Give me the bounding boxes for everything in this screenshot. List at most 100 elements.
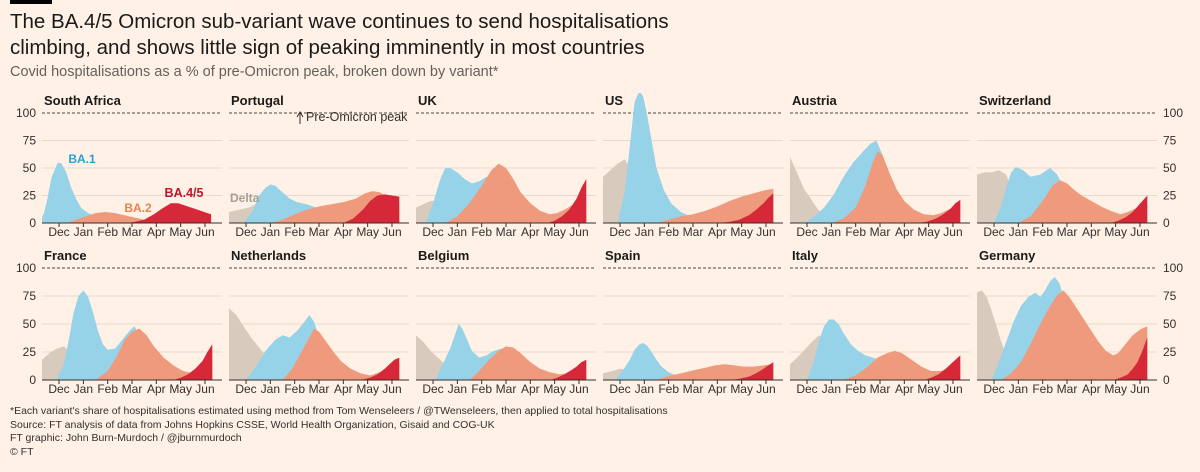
x-tick-label: Jun <box>569 225 588 239</box>
area-ba-2 <box>469 346 587 380</box>
y-tick-label: 100 <box>1163 261 1183 275</box>
x-tick-label: May <box>730 382 753 396</box>
annotation-ba-4-5: BA.4/5 <box>165 186 204 200</box>
panel-title: US <box>605 93 623 108</box>
x-tick-label: Jun <box>382 382 401 396</box>
annotation-ba-1: BA.1 <box>68 152 96 166</box>
panel-title: Netherlands <box>231 248 306 263</box>
x-tick-label: May <box>169 382 192 396</box>
y-tick-label: 75 <box>1163 134 1177 148</box>
panel-south-africa: Dec Jan Feb Mar Apr May Jun South Africa 0 25 50 75… <box>16 93 222 239</box>
panel-title: Germany <box>979 248 1036 263</box>
area-ba-2 <box>843 350 961 380</box>
x-tick-label: Apr <box>521 225 540 239</box>
area-ba-1 <box>243 184 366 223</box>
panel-portugal: Dec Jan Feb Mar Apr May Jun Portugal <box>229 93 409 239</box>
area-ba-4-5 <box>360 357 400 380</box>
x-tick-label: Dec <box>235 382 256 396</box>
x-tick-label: Jun <box>382 225 401 239</box>
panel-belgium: Dec Jan Feb Mar Apr May Jun Belgium <box>416 248 596 396</box>
y-tick-label: 100 <box>16 261 36 275</box>
y-tick-label: 25 <box>23 189 37 203</box>
x-tick-label: May <box>917 225 940 239</box>
x-tick-label: Feb <box>1032 225 1053 239</box>
x-tick-label: Jan <box>74 382 93 396</box>
y-tick-label: 0 <box>29 216 36 230</box>
panel-france: Dec Jan Feb Mar Apr May Jun France 0 25 50 75 100 <box>16 248 222 396</box>
y-tick-label: 100 <box>16 106 36 120</box>
area-ba-1 <box>807 319 917 380</box>
x-tick-label: Dec <box>983 382 1004 396</box>
x-tick-label: Jun <box>195 382 214 396</box>
source-note: Source: FT analysis of data from Johns H… <box>10 418 495 431</box>
x-tick-label: Feb <box>658 225 679 239</box>
y-tick-label: 0 <box>1163 216 1170 230</box>
panel-title: Belgium <box>418 248 469 263</box>
panel-title: Switzerland <box>979 93 1051 108</box>
area-ba-2 <box>656 364 774 380</box>
footer: *Each variant's share of hospitalisation… <box>10 405 668 459</box>
panel-uk: Dec Jan Feb Mar Apr May Jun UK <box>416 93 596 239</box>
x-tick-label: Jun <box>1130 225 1149 239</box>
y-tick-label: 0 <box>29 373 36 387</box>
x-tick-label: Jun <box>943 382 962 396</box>
x-tick-label: Jan <box>822 225 841 239</box>
title-line-2: climbing, and shows little sign of peaki… <box>10 36 645 59</box>
graphic-credit: FT graphic: John Burn-Murdoch / @jburnmu… <box>10 432 242 444</box>
panel-title: Italy <box>792 248 819 263</box>
arrow-head-icon <box>296 111 304 118</box>
x-tick-label: Jan <box>448 225 467 239</box>
x-tick-label: Jun <box>195 225 214 239</box>
x-tick-label: Jan <box>822 382 841 396</box>
x-tick-label: Dec <box>609 225 630 239</box>
x-tick-label: Jan <box>635 382 654 396</box>
x-tick-label: Feb <box>284 225 305 239</box>
x-tick-label: Jun <box>756 225 775 239</box>
x-tick-label: May <box>1104 225 1127 239</box>
panel-title: Spain <box>605 248 640 263</box>
y-tick-label: 50 <box>1163 317 1177 331</box>
x-tick-label: Mar <box>1057 225 1078 239</box>
x-tick-label: Dec <box>796 225 817 239</box>
x-tick-label: Feb <box>845 382 866 396</box>
panel-title: South Africa <box>44 93 122 108</box>
x-tick-label: Mar <box>870 225 891 239</box>
annotation-delta: Delta <box>230 191 260 205</box>
x-tick-label: Feb <box>1032 382 1053 396</box>
y-tick-label: 0 <box>1163 373 1170 387</box>
x-tick-label: Jan <box>1009 382 1028 396</box>
y-tick-label: 25 <box>1163 345 1177 359</box>
x-tick-label: Dec <box>983 225 1004 239</box>
panel-germany: Dec Jan Feb Mar Apr May Jun Germany 0 25 50 75 100 <box>977 248 1183 396</box>
area-ba-4-5 <box>923 355 961 380</box>
area-ba-4-5 <box>173 344 213 380</box>
x-tick-label: May <box>730 225 753 239</box>
area-ba-2 <box>66 212 164 223</box>
area-ba-2 <box>656 188 774 223</box>
series-group <box>603 93 774 223</box>
area-ba-4-5 <box>1110 195 1148 223</box>
y-tick-label: 75 <box>1163 289 1177 303</box>
series-group <box>790 140 961 223</box>
x-tick-label: May <box>356 382 379 396</box>
panel-switzerland: Dec Jan Feb Mar Apr May Jun Switzerland 0 25 50 75 1… <box>977 93 1183 239</box>
area-ba-2 <box>282 328 400 380</box>
panel-title: France <box>44 248 87 263</box>
x-tick-label: Jan <box>448 382 467 396</box>
area-ba-1 <box>617 93 718 223</box>
area-ba-2 <box>95 328 213 380</box>
x-tick-label: Jun <box>756 382 775 396</box>
y-tick-label: 75 <box>23 134 37 148</box>
x-tick-label: Apr <box>334 382 353 396</box>
x-tick-label: May <box>917 382 940 396</box>
x-tick-label: May <box>543 225 566 239</box>
x-tick-label: Apr <box>708 382 727 396</box>
y-tick-label: 25 <box>1163 189 1177 203</box>
title-line-1: The BA.4/5 Omicron sub-variant wave cont… <box>10 10 669 33</box>
x-tick-label: Jun <box>943 225 962 239</box>
area-delta <box>229 308 295 380</box>
x-tick-label: Mar <box>496 225 517 239</box>
area-ba-4-5 <box>343 194 400 223</box>
x-tick-label: Feb <box>284 382 305 396</box>
